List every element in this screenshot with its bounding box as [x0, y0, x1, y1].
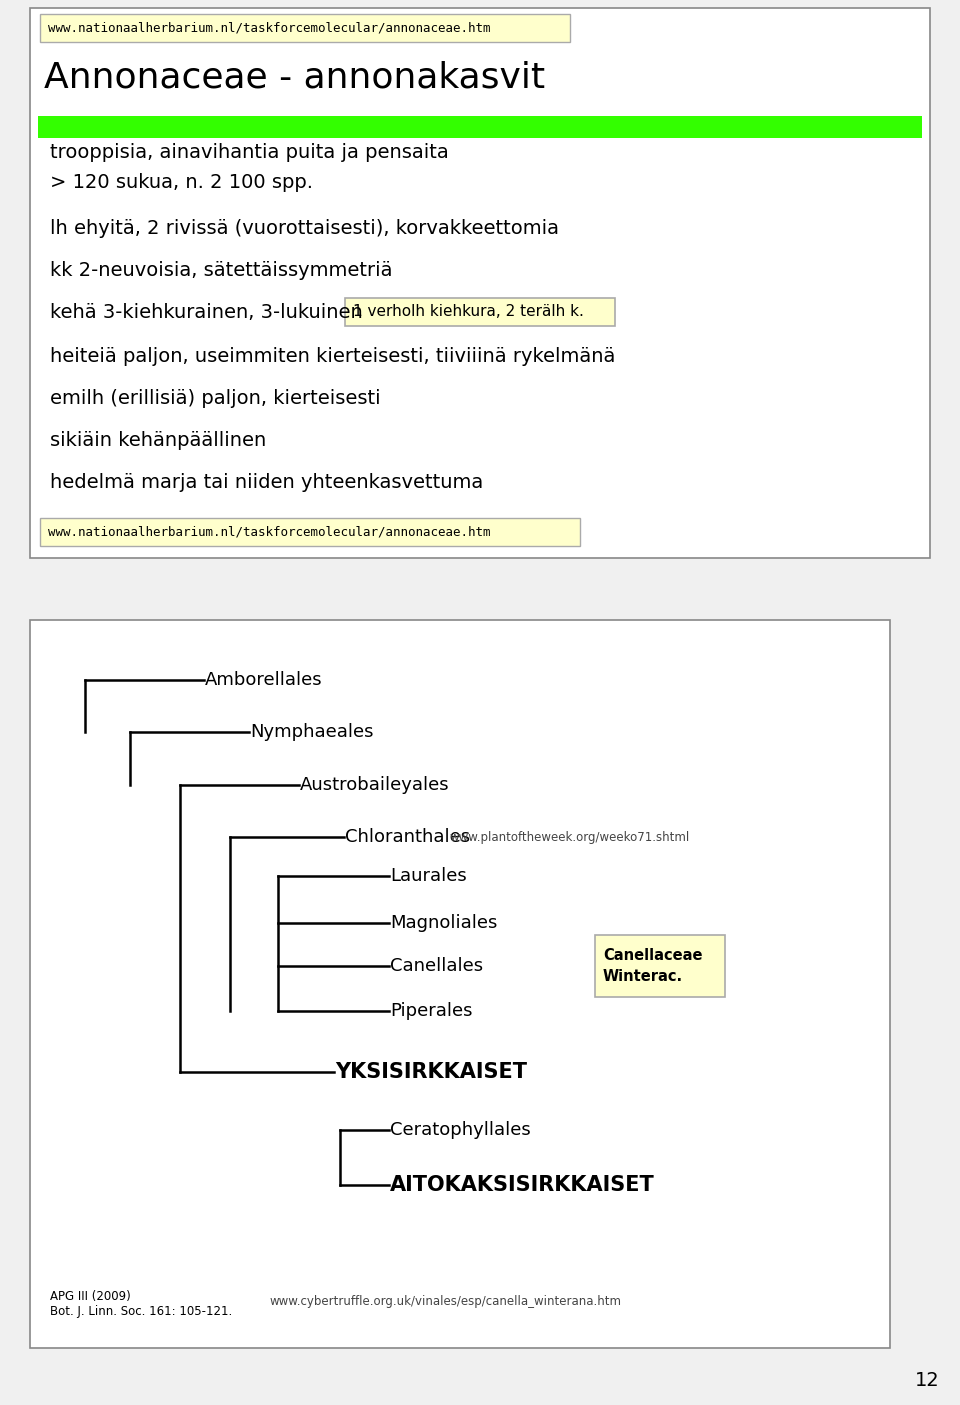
Text: > 120 sukua, n. 2 100 spp.: > 120 sukua, n. 2 100 spp.	[50, 173, 313, 191]
Text: sikiäin kehänpäällinen: sikiäin kehänpäällinen	[50, 430, 266, 450]
Text: hedelmä marja tai niiden yhteenkasvettuma: hedelmä marja tai niiden yhteenkasvettum…	[50, 472, 483, 492]
Text: www.nationaalherbarium.nl/taskforcemolecular/annonaceae.htm: www.nationaalherbarium.nl/taskforcemolec…	[48, 21, 491, 35]
Bar	[40, 14, 570, 42]
Text: www.nationaalherbarium.nl/taskforcemolecular/annonaceae.htm: www.nationaalherbarium.nl/taskforcemolec…	[48, 525, 491, 538]
Bar	[30, 620, 890, 1347]
Text: 12: 12	[915, 1371, 940, 1390]
Text: trooppisia, ainavihantia puita ja pensaita: trooppisia, ainavihantia puita ja pensai…	[50, 142, 448, 162]
Text: 1 verholh kiehkura, 2 terälh k.: 1 verholh kiehkura, 2 terälh k.	[353, 305, 584, 319]
Text: AITOKAKSISIRKKAISET: AITOKAKSISIRKKAISET	[390, 1175, 655, 1196]
Text: Austrobaileyales: Austrobaileyales	[300, 776, 449, 794]
Text: Nymphaeales: Nymphaeales	[250, 724, 373, 740]
Bar	[38, 117, 922, 138]
Text: YKSISIRKKAISET: YKSISIRKKAISET	[335, 1062, 527, 1082]
Text: Amborellales: Amborellales	[205, 672, 323, 688]
Text: Piperales: Piperales	[390, 1002, 472, 1020]
Text: heiteiä paljon, useimmiten kierteisesti, tiiviiinä rykelmänä: heiteiä paljon, useimmiten kierteisesti,…	[50, 347, 615, 365]
Bar	[30, 8, 930, 558]
Text: lh ehyitä, 2 rivissä (vuorottaisesti), korvakkeettomia: lh ehyitä, 2 rivissä (vuorottaisesti), k…	[50, 219, 559, 237]
Text: Canellaceae
Winterac.: Canellaceae Winterac.	[603, 948, 703, 984]
Text: emilh (erillisiä) paljon, kierteisesti: emilh (erillisiä) paljon, kierteisesti	[50, 389, 380, 407]
Text: Annonaceae - annonakasvit: Annonaceae - annonakasvit	[44, 60, 545, 94]
Text: Magnoliales: Magnoliales	[390, 915, 497, 932]
Text: kk 2-neuvoisia, sätettäissymmetriä: kk 2-neuvoisia, sätettäissymmetriä	[50, 260, 393, 280]
Text: Canellales: Canellales	[390, 957, 483, 975]
Text: www.cybertruffle.org.uk/vinales/esp/canella_winterana.htm: www.cybertruffle.org.uk/vinales/esp/cane…	[270, 1295, 622, 1308]
Bar	[345, 298, 615, 326]
Text: Chloranthales: Chloranthales	[345, 828, 470, 846]
Text: Ceratophyllales: Ceratophyllales	[390, 1121, 531, 1139]
Text: kehä 3-kiehkurainen, 3-lukuinen: kehä 3-kiehkurainen, 3-lukuinen	[50, 302, 363, 322]
Bar	[40, 518, 580, 547]
Text: www.plantoftheweek.org/weeko71.shtml: www.plantoftheweek.org/weeko71.shtml	[450, 830, 690, 843]
Bar	[595, 934, 725, 998]
Text: Laurales: Laurales	[390, 867, 467, 885]
Text: APG III (2009)
Bot. J. Linn. Soc. 161: 105-121.: APG III (2009) Bot. J. Linn. Soc. 161: 1…	[50, 1290, 232, 1318]
